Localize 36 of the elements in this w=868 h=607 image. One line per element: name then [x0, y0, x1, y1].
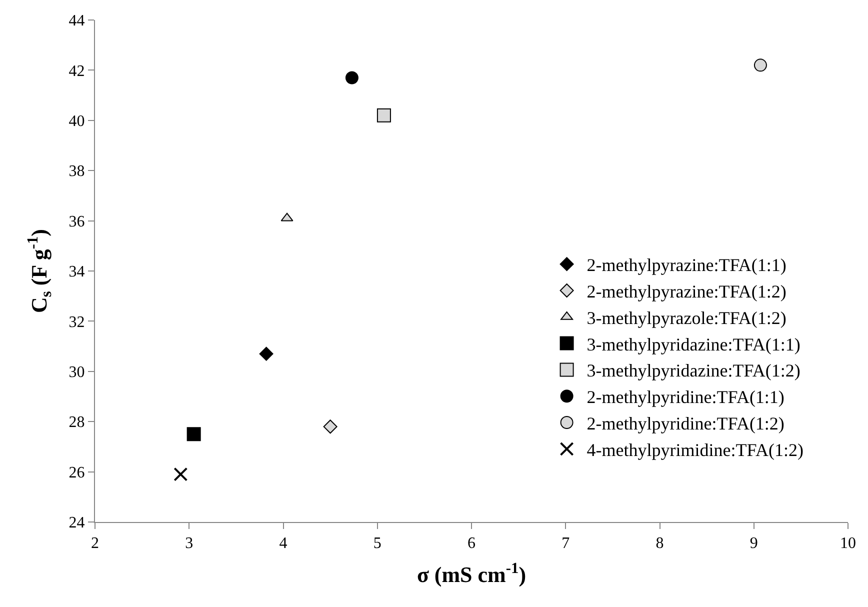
y-tick-label: 34	[68, 264, 85, 281]
point	[186, 427, 201, 442]
legend-label: 3-methylpyrazole:TFA(1:2)	[586, 308, 786, 328]
point	[259, 346, 274, 361]
y-tick-label: 24	[68, 514, 85, 532]
legend-label: 3-methylpyridazine:TFA(1:2)	[586, 360, 800, 381]
point	[376, 108, 391, 122]
y-tick-label: 32	[68, 314, 85, 331]
x-tick-label: 2	[91, 535, 99, 552]
x-tick-label: 4	[279, 535, 288, 552]
y-tick-label: 40	[68, 113, 85, 130]
legend-label: 2-methylpyrazine:TFA(1:2)	[586, 282, 786, 302]
x-tick-label: 3	[185, 535, 194, 552]
legend-label: 3-methylpyridazine:TFA(1:1)	[586, 334, 800, 354]
x-tick-label: 7	[562, 535, 570, 552]
legend-label: 4-methylpyrimidine:TFA(1:2)	[586, 440, 804, 460]
point	[754, 58, 767, 72]
y-tick-label: 44	[68, 12, 85, 30]
legend-label: 2-methylpyridine:TFA(1:2)	[586, 414, 784, 434]
x-tick-label: 6	[468, 535, 476, 552]
x-tick-label: 8	[656, 535, 664, 552]
x-tick-label: 5	[373, 535, 382, 552]
point	[174, 467, 188, 482]
y-tick-label: 42	[68, 62, 85, 80]
y-tick-label: 38	[68, 163, 85, 180]
y-tick-label: 36	[68, 213, 85, 230]
point	[323, 420, 338, 434]
y-tick-label: 30	[68, 364, 85, 381]
x-axis-title: σ (mS cm$^{-1}$)	[416, 560, 526, 588]
point	[345, 71, 358, 84]
y-tick-label: 28	[68, 414, 85, 432]
legend-label: 2-methylpyrazine:TFA(1:1)	[586, 255, 786, 276]
legend-label: 2-methylpyridine:TFA(1:1)	[586, 387, 784, 408]
x-tick-label: 10	[840, 535, 856, 552]
y-tick-label: 26	[68, 464, 85, 482]
x-tick-label: 9	[750, 535, 758, 552]
